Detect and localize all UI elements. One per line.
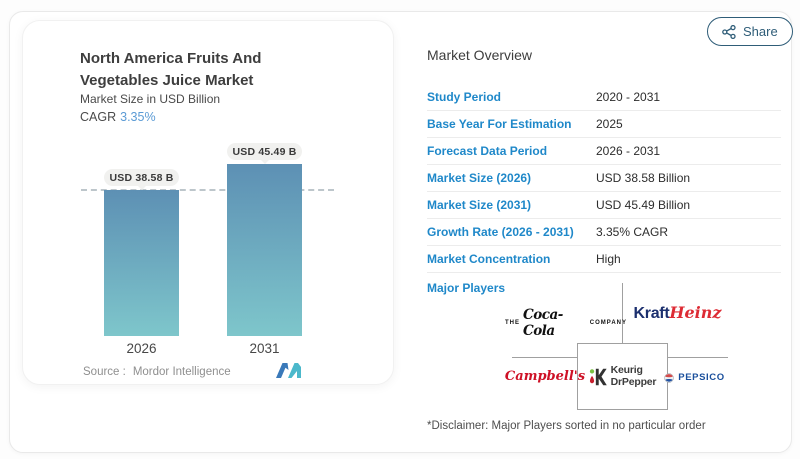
heinz-text: Heinz bbox=[669, 303, 722, 322]
share-label: Share bbox=[743, 24, 778, 39]
row-value: USD 38.58 Billion bbox=[596, 171, 691, 185]
bar-2026 bbox=[104, 190, 179, 336]
overview-table: Study Period 2020 - 2031 Base Year For E… bbox=[427, 84, 781, 273]
coca-cola-post: COMPANY bbox=[589, 320, 627, 326]
table-row: Growth Rate (2026 - 2031) 3.35% CAGR bbox=[427, 219, 781, 246]
chart-subtitle: Market Size in USD Billion bbox=[80, 92, 221, 106]
share-icon bbox=[722, 24, 736, 39]
campbells-logo: Campbell's bbox=[504, 369, 586, 384]
coca-cola-script: Coca-Cola bbox=[523, 307, 563, 339]
pepsico-logo: PEPSICO bbox=[652, 372, 737, 383]
source-label: Source : bbox=[83, 366, 126, 378]
cagr-label: CAGR bbox=[80, 110, 117, 124]
coca-cola-logo: THE Coca-Cola COMPANY bbox=[505, 307, 627, 339]
keurig-line2: DrPepper bbox=[610, 375, 657, 388]
keurig-dr-pepper-text: Keurig DrPepper bbox=[610, 363, 657, 388]
value-label-2031: USD 45.49 B bbox=[227, 143, 302, 164]
chart-title: North America Fruits And Vegetables Juic… bbox=[80, 50, 262, 89]
chart-cagr: CAGR 3.35% bbox=[80, 110, 156, 124]
mordor-intelligence-logo-icon bbox=[275, 362, 302, 384]
kraft-heinz-logo: KraftHeinz bbox=[625, 303, 730, 323]
source-attribution: Source : Mordor Intelligence bbox=[83, 366, 231, 378]
row-value: 2020 - 2031 bbox=[596, 90, 661, 104]
pepsico-text: PEPSICO bbox=[678, 372, 725, 383]
row-label: Base Year For Estimation bbox=[427, 117, 572, 131]
keurig-line1: Keurig bbox=[610, 363, 643, 376]
cagr-value: 3.35% bbox=[120, 110, 156, 124]
bar-2031 bbox=[227, 164, 302, 336]
keurig-k-icon bbox=[589, 365, 607, 389]
row-label: Market Size (2026) bbox=[427, 171, 532, 185]
pepsi-globe-icon bbox=[664, 372, 675, 383]
row-value: USD 45.49 Billion bbox=[596, 198, 691, 212]
row-value: 2026 - 2031 bbox=[596, 144, 661, 158]
table-row: Market Concentration High bbox=[427, 246, 781, 273]
row-label: Market Size (2031) bbox=[427, 198, 532, 212]
overview-heading: Market Overview bbox=[427, 47, 533, 63]
keurig-dr-pepper-logo: Keurig DrPepper bbox=[577, 343, 668, 410]
table-row: Forecast Data Period 2026 - 2031 bbox=[427, 138, 781, 165]
row-label: Market Concentration bbox=[427, 252, 551, 266]
share-button[interactable]: Share bbox=[707, 17, 793, 46]
target-dashed-line bbox=[81, 189, 334, 191]
row-value: 3.35% CAGR bbox=[596, 225, 669, 239]
divider-horizontal-left bbox=[512, 357, 577, 358]
row-label: Study Period bbox=[427, 90, 502, 104]
row-label: Growth Rate (2026 - 2031) bbox=[427, 225, 574, 239]
x-tick-2026: 2026 bbox=[126, 341, 157, 356]
table-row: Market Size (2031) USD 45.49 Billion bbox=[427, 192, 781, 219]
x-tick-2031: 2031 bbox=[249, 341, 280, 356]
row-value: High bbox=[596, 252, 621, 266]
table-row: Market Size (2026) USD 38.58 Billion bbox=[427, 165, 781, 192]
coca-cola-pre: THE bbox=[505, 320, 520, 326]
major-players-label: Major Players bbox=[427, 281, 506, 295]
divider-horizontal-right bbox=[666, 357, 728, 358]
source-value: Mordor Intelligence bbox=[132, 366, 231, 378]
row-value: 2025 bbox=[596, 117, 623, 131]
kraft-text: Kraft bbox=[633, 305, 670, 322]
value-label-2026: USD 38.58 B bbox=[104, 169, 179, 190]
table-row: Study Period 2020 - 2031 bbox=[427, 84, 781, 111]
row-label: Forecast Data Period bbox=[427, 144, 548, 158]
disclaimer-text: *Disclaimer: Major Players sorted in no … bbox=[427, 420, 706, 432]
chart-card: North America Fruits And Vegetables Juic… bbox=[22, 20, 394, 385]
table-row: Base Year For Estimation 2025 bbox=[427, 111, 781, 138]
divider-vertical bbox=[622, 283, 623, 343]
